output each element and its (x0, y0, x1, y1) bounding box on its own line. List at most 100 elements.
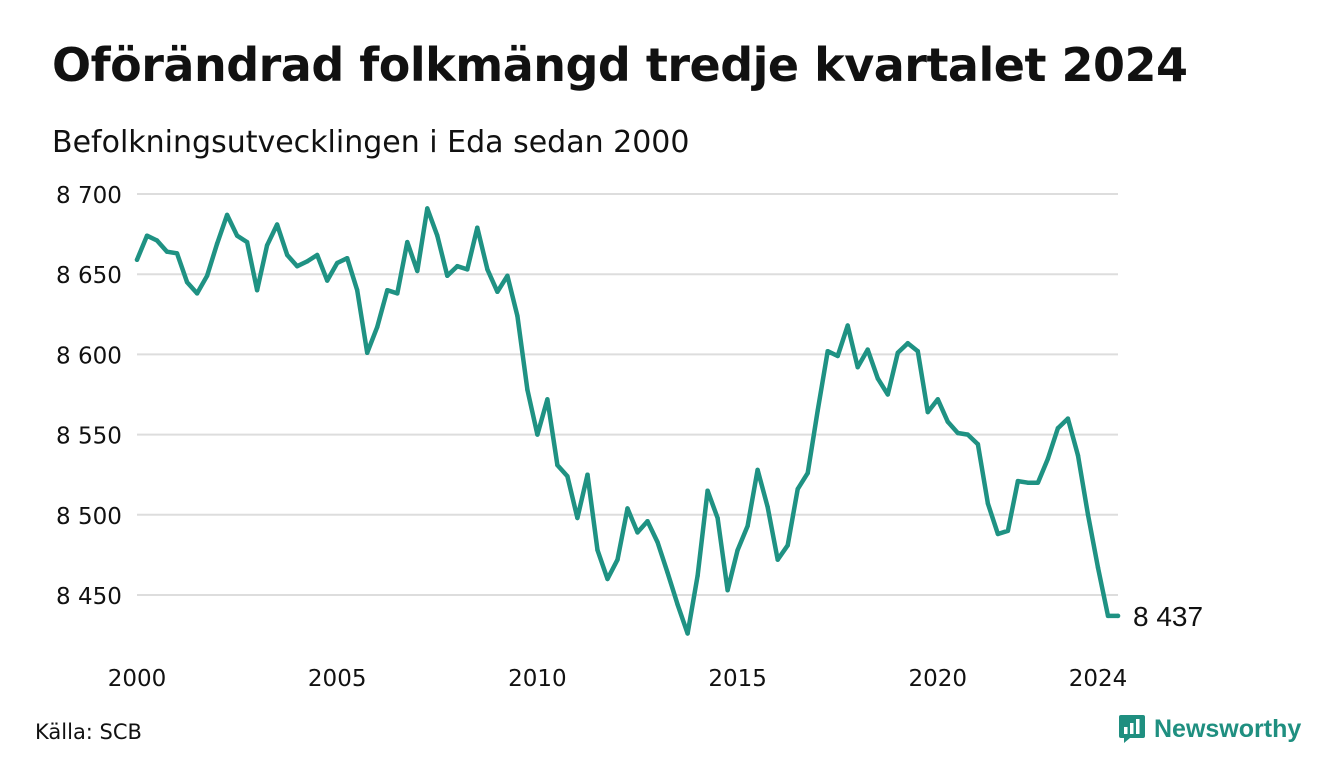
data-point (825, 349, 830, 354)
data-point (1015, 478, 1021, 484)
x-tick-label: 2020 (909, 666, 968, 692)
data-point (865, 347, 870, 352)
data-point (1085, 512, 1091, 517)
data-point (945, 419, 950, 424)
data-point (985, 501, 991, 506)
data-point (345, 256, 350, 261)
y-tick-label: 8 450 (56, 584, 122, 610)
data-point (785, 543, 790, 548)
data-point (655, 539, 660, 545)
newsworthy-logo-icon (1119, 715, 1145, 743)
data-point (745, 523, 750, 529)
data-point (905, 341, 910, 346)
data-point (525, 387, 530, 392)
data-point (645, 519, 650, 524)
brand-logo-group: Newsworthy (1118, 714, 1301, 744)
data-point (254, 288, 260, 293)
data-point (955, 430, 960, 436)
data-point (365, 350, 370, 355)
y-tick-label: 8 550 (56, 424, 122, 450)
data-point (244, 239, 250, 245)
data-point (615, 557, 620, 562)
data-point (455, 264, 460, 269)
data-point (845, 323, 850, 328)
data-point (585, 472, 590, 477)
data-point (335, 260, 340, 266)
data-point (715, 515, 720, 521)
data-point (395, 291, 400, 296)
data-point (194, 291, 200, 296)
data-point (915, 349, 920, 354)
data-point (1095, 565, 1101, 570)
data-point (485, 267, 490, 272)
data-point (1005, 528, 1011, 533)
data-point (355, 288, 360, 293)
data-point (995, 531, 1001, 537)
chart-title: Oförändrad folkmängd tredje kvartalet 20… (52, 38, 1188, 92)
data-point (214, 241, 220, 246)
data-point (795, 486, 800, 492)
data-point (144, 233, 150, 238)
y-axis-tick-labels: 8 450 8 500 8 550 8 600 8 650 8 700 (56, 183, 122, 610)
data-point (675, 602, 680, 607)
data-point (725, 588, 730, 593)
gridlines (137, 193, 1118, 596)
data-point (375, 324, 380, 330)
data-point (665, 570, 670, 575)
x-tick-label: 2000 (108, 666, 167, 692)
data-point (204, 273, 210, 278)
data-point (174, 251, 180, 256)
data-point (295, 264, 300, 269)
data-point (1045, 456, 1051, 461)
data-point (765, 504, 770, 509)
data-point (775, 557, 780, 562)
data-point (164, 249, 170, 254)
data-point (405, 239, 410, 245)
data-point (285, 252, 290, 258)
data-point (315, 252, 320, 258)
series-line (134, 206, 1121, 636)
data-point (695, 573, 700, 578)
data-point (965, 432, 970, 437)
data-point (735, 547, 740, 553)
data-point (815, 408, 820, 413)
data-point (445, 273, 450, 278)
x-tick-label: 2015 (708, 666, 767, 692)
data-point (234, 233, 240, 238)
data-point (224, 212, 230, 218)
brand-name: Newsworthy (1154, 714, 1302, 743)
data-point (154, 238, 160, 243)
x-axis-tick-labels: 2000 2005 2010 2015 2020 2024 (108, 666, 1128, 692)
data-point (505, 273, 510, 278)
data-point (515, 313, 520, 319)
data-point (1025, 480, 1031, 485)
data-point (274, 222, 280, 227)
data-point (1055, 426, 1061, 431)
data-point (875, 376, 880, 381)
x-tick-label: 2010 (508, 666, 567, 692)
x-tick-label: 2005 (308, 666, 367, 692)
y-tick-label: 8 500 (56, 504, 122, 530)
data-point (305, 259, 310, 264)
data-point (935, 397, 940, 402)
data-point (705, 488, 710, 493)
data-point (755, 467, 760, 473)
x-tick-label: 2024 (1069, 666, 1128, 692)
data-point (325, 278, 330, 283)
source-note: Källa: SCB (35, 720, 142, 744)
data-point (685, 631, 690, 636)
data-point (1115, 613, 1121, 619)
data-point (555, 462, 560, 468)
data-point (264, 243, 270, 248)
y-tick-label: 8 650 (56, 263, 122, 289)
data-point (595, 547, 600, 553)
data-point (575, 515, 580, 521)
data-point (565, 474, 570, 479)
data-point (1035, 480, 1041, 485)
y-tick-label: 8 700 (56, 183, 122, 209)
data-point (495, 289, 500, 294)
data-point (1075, 453, 1081, 458)
data-point (475, 225, 480, 230)
data-point (925, 409, 930, 415)
